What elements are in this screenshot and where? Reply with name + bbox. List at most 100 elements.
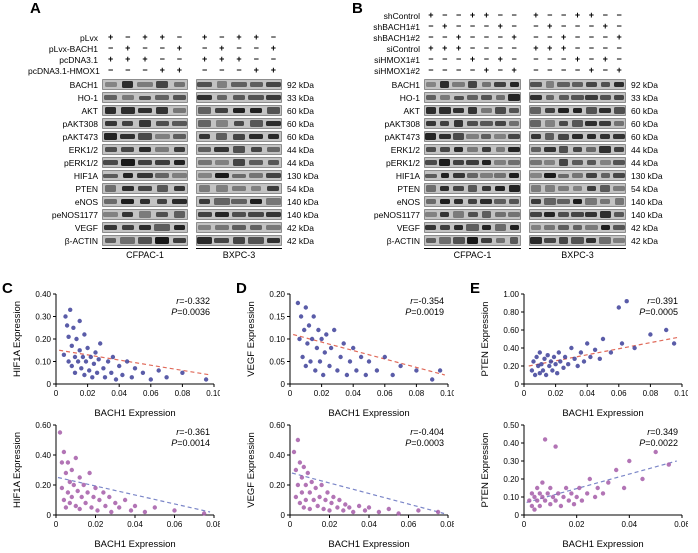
blot-lane [598,118,612,129]
protein-band [198,133,211,140]
protein-band [104,107,117,114]
blot-lane [452,183,466,194]
blot-lane [213,92,230,103]
kda-label: 60 kDa [287,105,314,116]
blot-lane [213,170,230,181]
plus-minus: + [588,10,594,20]
blot-lane [529,157,543,168]
plus-minus: − [125,32,131,42]
protein-band [103,173,119,178]
protein-band [452,186,465,191]
protein-band [482,146,491,153]
x-axis-label: BACH1 Expression [328,539,409,550]
blot-strip [529,157,626,168]
blot-lane [466,144,480,155]
kda-label: 42 kDa [287,222,314,233]
protein-band [138,133,152,140]
protein-band [543,146,556,153]
blot-lane [171,92,188,103]
tick-labels: 0 0.02 0.04 0.06 0 0.10 0.20 0.30 0.40 0.50 [503,421,688,529]
protein-band [467,146,478,153]
plus-minus-group: + − − + + − − [529,10,626,21]
svg-text:0: 0 [515,511,520,520]
protein-band [438,237,451,244]
protein-band [585,198,598,205]
plus-minus: − [469,32,476,42]
plus-minus: − [253,54,259,64]
protein-band [585,82,598,87]
blot-lane [230,196,247,207]
protein-band [545,185,555,192]
protein-band [171,120,188,127]
blot-lane [196,105,213,116]
kda-label: 92 kDa [631,79,658,90]
blot-row: PTEN 54 kDa [346,183,675,194]
plus-minus: − [219,32,225,42]
protein-band [137,172,153,179]
blot-lane [493,170,507,181]
blot-lane [213,157,230,168]
plus-minus: + [428,10,434,20]
protein-band [266,82,281,87]
protein-band [120,159,135,166]
blot-lane [424,92,438,103]
blot-lane [529,131,543,142]
protein-label: peNOS1177 [373,209,420,220]
panel-d-letter: D [236,280,247,297]
plus-minus: − [176,54,183,64]
protein-band [426,237,436,244]
kda-label: 42 kDa [631,235,658,246]
blot-lane [466,131,480,142]
protein-band [174,146,185,153]
protein-band [139,147,151,152]
protein-band [173,186,186,191]
plus-minus: − [483,21,489,31]
protein-label: AKT [81,105,98,116]
plus-minus: + [159,65,165,75]
protein-band [249,120,263,127]
protein-band [266,198,281,205]
protein-band [120,107,135,114]
protein-band [138,211,152,218]
protein-band [572,225,583,230]
protein-band [197,120,212,127]
protein-label: β-ACTIN [64,235,98,246]
protein-band [103,133,118,140]
protein-band [600,173,610,178]
svg-text:0.10: 0.10 [269,335,285,344]
blot-lane [571,92,585,103]
blot-lane [466,118,480,129]
blot-lane [136,196,153,207]
protein-band [214,211,229,218]
protein-band [426,185,436,192]
plus-minus: + [602,54,608,64]
protein-band [233,120,245,127]
blot-lane [507,209,521,220]
protein-band [156,211,169,218]
plus-minus: − [469,43,476,53]
plus-minus: + [253,65,259,75]
protein-band [425,133,437,140]
protein-band [613,95,625,100]
blot-row: pAKT308 60 kDa [28,118,333,129]
plus-minus: + [469,54,476,64]
blot-lane [119,183,136,194]
plus-minus-group: − − + − − − + [529,32,626,43]
svg-text:0.60: 0.60 [269,421,285,430]
blot-lane [557,157,571,168]
protein-band [572,120,583,127]
protein-band [216,81,228,88]
blot-lane [230,92,247,103]
blot-lane [424,196,438,207]
blot-strip [529,222,626,233]
plus-minus: − [483,43,489,53]
blot-lane [543,170,557,181]
plus-minus: − [561,54,567,64]
protein-band [480,120,493,127]
kda-label: 44 kDa [287,144,314,155]
plus-minus: + [270,65,277,75]
plus-minus: − [270,32,277,42]
protein-band [453,120,464,127]
protein-band [468,198,477,205]
protein-band [495,147,505,152]
